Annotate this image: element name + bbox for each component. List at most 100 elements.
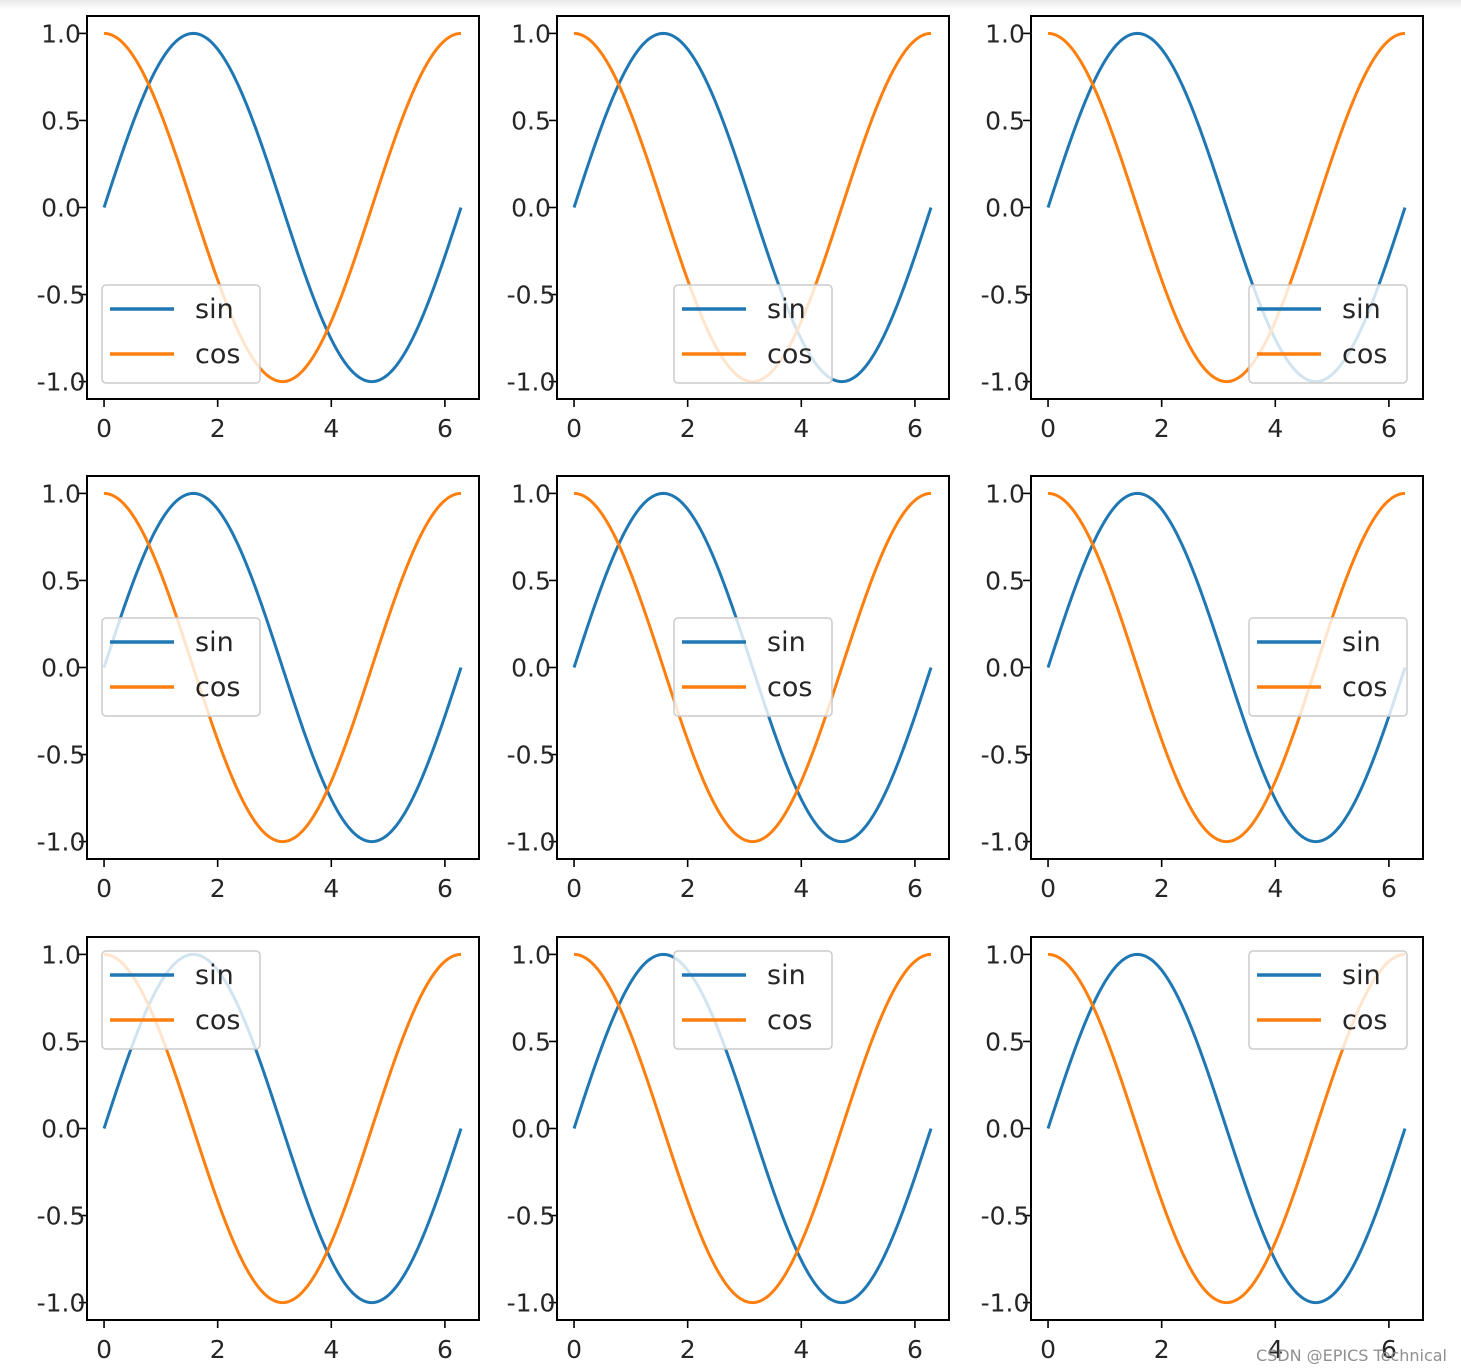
x-tick-label: 4: [1267, 414, 1283, 443]
y-tick-label: -1.0: [37, 1289, 86, 1318]
legend-label-sin: sin: [767, 627, 806, 658]
x-tick-label: 2: [1154, 414, 1170, 443]
series-line-sin: [1046, 952, 1407, 1305]
y-tick-label: 0.0: [985, 1115, 1025, 1144]
y-tick-label: 1.0: [41, 19, 81, 48]
series-line-sin: [1046, 491, 1407, 844]
legend-label-cos: cos: [767, 1005, 812, 1036]
y-tick-label: 1.0: [985, 19, 1025, 48]
x-tick-label: 6: [907, 874, 923, 903]
series-line-cos: [573, 491, 932, 844]
x-tick-label: 2: [680, 1335, 696, 1364]
legend: sin cos: [101, 950, 261, 1050]
y-tick-label: 0.0: [511, 194, 551, 223]
subplot-r3-c1: 0 2 4 6 1.0 0.5 0.0 -0.5 -1.0 sin cos: [37, 936, 480, 1364]
subplot-r2-c3: 0 2 4 6 1.0 0.5 0.0 -0.5 -1.0 sin cos: [981, 475, 1424, 903]
x-tick-label: 4: [793, 874, 809, 903]
y-tick-label: -1.0: [981, 828, 1030, 857]
x-tick-label: 4: [323, 414, 339, 443]
y-tick-label: 1.0: [985, 479, 1025, 508]
subplot-r2-c2: 0 2 4 6 1.0 0.5 0.0 -0.5 -1.0 sin cos: [507, 475, 950, 903]
legend-label-sin: sin: [195, 627, 234, 658]
legend-label-cos: cos: [195, 1005, 240, 1036]
y-tick-label: 1.0: [511, 940, 551, 969]
legend: sin cos: [1248, 284, 1408, 384]
subplot-r3-c3: 0 2 4 6 1.0 0.5 0.0 -0.5 -1.0 sin cos: [981, 936, 1424, 1364]
y-tick-label: 0.0: [41, 1115, 81, 1144]
subplot-r2-c1: 0 2 4 6 1.0 0.5 0.0 -0.5 -1.0 sin cos: [37, 475, 480, 903]
x-tick-label: 4: [323, 1335, 339, 1364]
series-line-cos: [573, 952, 932, 1305]
x-tick-label: 6: [1381, 414, 1397, 443]
series-line-sin: [102, 491, 463, 844]
legend-label-sin: sin: [1342, 960, 1381, 991]
legend-label-sin: sin: [767, 294, 806, 325]
x-tick-label: 2: [210, 874, 226, 903]
legend-label-cos: cos: [1342, 339, 1387, 370]
x-tick-label: 0: [566, 1335, 582, 1364]
series-line-cos: [1047, 31, 1406, 384]
y-tick-label: -1.0: [507, 828, 556, 857]
x-tick-label: 0: [566, 414, 582, 443]
x-tick-label: 2: [210, 414, 226, 443]
y-tick-label: 1.0: [41, 940, 81, 969]
watermark-text: CSDN @EPICS Technical: [1255, 1346, 1447, 1365]
subplot-r1-c1: 0 2 4 6 1.0 0.5 0.0 -0.5 -1.0 sin cos: [37, 15, 480, 443]
legend-label-sin: sin: [1342, 627, 1381, 658]
x-tick-label: 0: [96, 1335, 112, 1364]
legend: sin cos: [673, 617, 833, 717]
series-line-cos: [103, 31, 462, 384]
y-tick-label: -1.0: [37, 828, 86, 857]
y-tick-label: -0.5: [507, 281, 556, 310]
x-tick-label: 6: [437, 1335, 453, 1364]
legend: sin cos: [673, 950, 833, 1050]
y-tick-label: 0.0: [41, 194, 81, 223]
x-tick-label: 2: [1154, 1335, 1170, 1364]
legend-label-cos: cos: [767, 339, 812, 370]
y-tick-label: 0.5: [511, 106, 551, 135]
x-tick-label: 0: [1040, 874, 1056, 903]
legend-label-cos: cos: [195, 672, 240, 703]
y-tick-label: 0.5: [985, 566, 1025, 595]
y-tick-label: 1.0: [511, 479, 551, 508]
y-tick-label: 0.5: [41, 1027, 81, 1056]
series-line-sin: [572, 952, 933, 1305]
legend-label-cos: cos: [195, 339, 240, 370]
x-tick-label: 2: [680, 414, 696, 443]
subplot-r1-c2: 0 2 4 6 1.0 0.5 0.0 -0.5 -1.0 sin cos: [507, 15, 950, 443]
y-tick-label: -0.5: [37, 281, 86, 310]
series-line-sin: [102, 31, 463, 384]
y-tick-label: -0.5: [37, 741, 86, 770]
y-tick-label: 0.5: [41, 566, 81, 595]
x-tick-label: 6: [437, 414, 453, 443]
y-tick-label: 0.5: [985, 106, 1025, 135]
x-tick-label: 0: [1040, 414, 1056, 443]
y-tick-label: 0.5: [985, 1027, 1025, 1056]
x-tick-label: 0: [96, 874, 112, 903]
y-tick-label: 1.0: [511, 19, 551, 48]
series-line-sin: [572, 31, 933, 384]
x-tick-label: 4: [793, 414, 809, 443]
y-tick-label: -0.5: [981, 1202, 1030, 1231]
y-tick-label: 1.0: [985, 940, 1025, 969]
x-tick-label: 2: [1154, 874, 1170, 903]
window-top-edge: [0, 0, 1461, 10]
x-tick-label: 4: [1267, 1335, 1283, 1364]
x-tick-label: 6: [907, 414, 923, 443]
legend-label-cos: cos: [1342, 1005, 1387, 1036]
legend: sin cos: [1248, 617, 1408, 717]
y-tick-label: 0.5: [511, 1027, 551, 1056]
x-tick-label: 6: [437, 874, 453, 903]
legend-label-cos: cos: [767, 672, 812, 703]
x-tick-label: 2: [210, 1335, 226, 1364]
y-tick-label: -0.5: [37, 1202, 86, 1231]
y-tick-label: 0.0: [985, 654, 1025, 683]
x-tick-label: 6: [1381, 874, 1397, 903]
x-tick-label: 4: [323, 874, 339, 903]
x-tick-label: 4: [793, 1335, 809, 1364]
y-tick-label: 1.0: [41, 479, 81, 508]
legend-label-sin: sin: [195, 960, 234, 991]
legend: sin cos: [101, 284, 261, 384]
x-tick-label: 0: [1040, 1335, 1056, 1364]
